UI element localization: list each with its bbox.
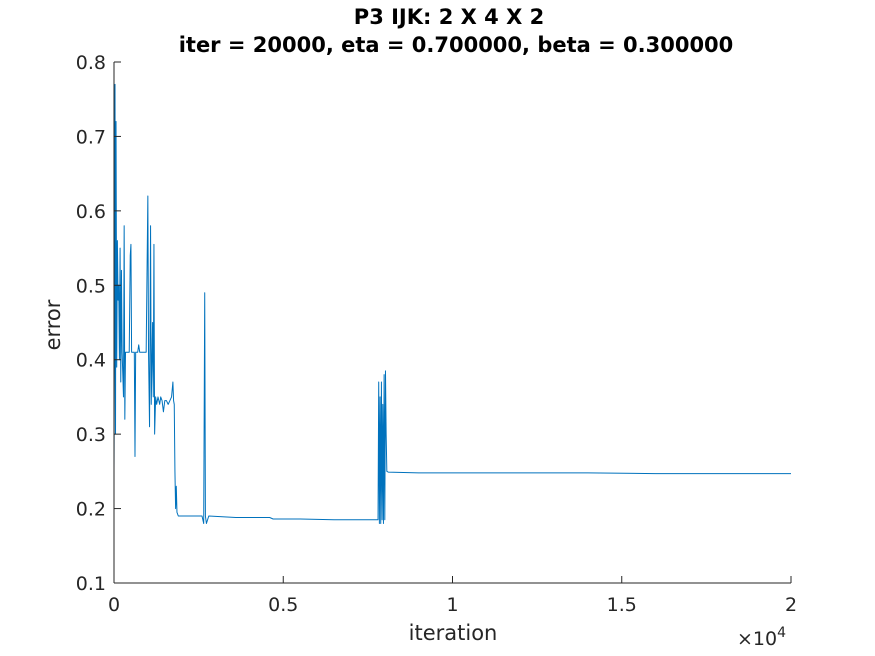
series-line-0 — [113, 83, 791, 524]
chart-title-line2: iter = 20000, eta = 0.700000, beta = 0.3… — [179, 33, 734, 57]
y-tick-label: 0.1 — [76, 573, 106, 595]
plot-area: 0 0.5 1 1.5 2 0.1 0.2 0.3 0.4 0.5 0.6 0.7 0.8 — [76, 52, 797, 616]
y-tick-label: 0.8 — [76, 52, 106, 74]
x-ticks: 0 0.5 1 1.5 2 — [108, 576, 797, 616]
y-tick-label: 0.5 — [76, 275, 106, 297]
y-tick-label: 0.6 — [76, 201, 106, 223]
x-tick-label: 2 — [785, 594, 797, 616]
x-exponent-label: ×104 — [737, 625, 786, 650]
y-tick-label: 0.7 — [76, 126, 106, 148]
x-tick-label: 1.5 — [607, 594, 637, 616]
x-exponent-power: 4 — [777, 625, 786, 641]
x-tick-label: 0.5 — [268, 594, 298, 616]
x-tick-label: 1 — [446, 594, 458, 616]
chart-title-line1: P3 IJK: 2 X 4 X 2 — [354, 5, 544, 29]
y-axis-label: error — [41, 299, 65, 350]
y-tick-label: 0.3 — [76, 424, 106, 446]
y-tick-label: 0.4 — [76, 350, 106, 372]
y-tick-label: 0.2 — [76, 499, 106, 521]
x-tick-label: 0 — [108, 594, 120, 616]
y-ticks: 0.1 0.2 0.3 0.4 0.5 0.6 0.7 0.8 — [76, 52, 121, 595]
series-group — [113, 83, 791, 524]
x-exponent-base: ×10 — [737, 628, 777, 650]
x-axis-label: iteration — [409, 621, 498, 645]
